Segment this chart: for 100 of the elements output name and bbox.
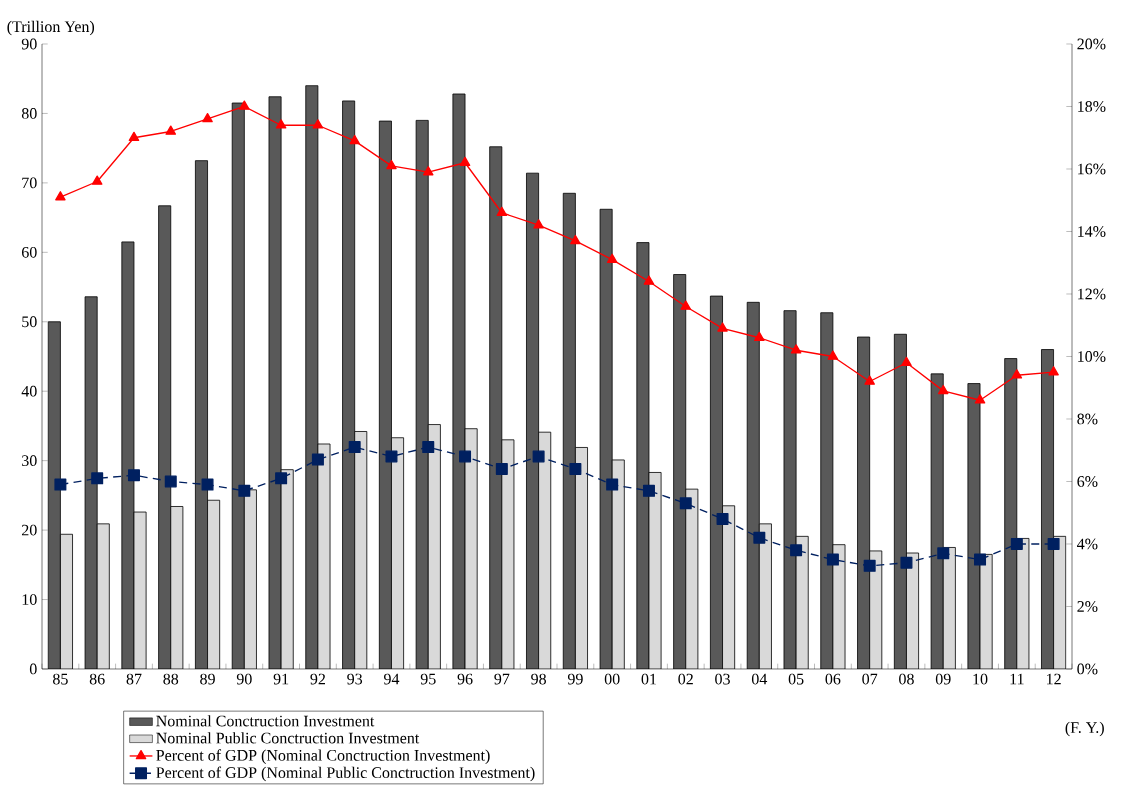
x-tick-label: 96 bbox=[457, 673, 473, 685]
point bbox=[1011, 369, 1023, 379]
point bbox=[900, 556, 913, 569]
point bbox=[642, 484, 655, 497]
point bbox=[606, 478, 619, 491]
x-tick-label: 09 bbox=[935, 673, 951, 685]
x-tick-label: 97 bbox=[494, 673, 510, 685]
y2-tick-label: 0% bbox=[1077, 663, 1098, 675]
x-tick-label: 12 bbox=[1047, 673, 1061, 685]
point bbox=[533, 219, 544, 229]
y2-tick-label: 8% bbox=[1077, 413, 1098, 425]
point bbox=[128, 131, 140, 142]
point bbox=[974, 553, 987, 566]
x-tick-label: 01 bbox=[641, 673, 657, 685]
point bbox=[790, 544, 803, 557]
y-tick-label: 40 bbox=[21, 385, 37, 397]
x-tick-label: 10 bbox=[973, 673, 988, 685]
point bbox=[422, 166, 434, 176]
point bbox=[201, 478, 214, 491]
y2-tick-label: 6% bbox=[1077, 476, 1098, 487]
point bbox=[165, 125, 177, 135]
x-tick-label: 85 bbox=[53, 673, 68, 685]
x-tick-label: 06 bbox=[825, 673, 841, 685]
bar bbox=[207, 499, 221, 669]
point bbox=[827, 350, 839, 360]
x-tick-label: 00 bbox=[604, 673, 620, 685]
point bbox=[348, 441, 361, 454]
point bbox=[717, 322, 728, 332]
x-tick-label: 05 bbox=[788, 673, 804, 685]
legend-label: Nominal Public Conctruction Investment bbox=[156, 732, 420, 744]
point bbox=[239, 100, 250, 110]
point bbox=[311, 453, 324, 466]
point bbox=[164, 475, 177, 488]
x-tick-label: 87 bbox=[126, 673, 142, 685]
y-tick-label: 90 bbox=[21, 38, 37, 50]
y-tick-label: 30 bbox=[22, 455, 37, 467]
point bbox=[91, 472, 104, 485]
y-axis-title: (Trillion Yen) bbox=[7, 20, 95, 36]
x-tick-label: 94 bbox=[384, 673, 400, 685]
y2-tick-label: 2% bbox=[1077, 601, 1098, 612]
y2-tick-label: 18% bbox=[1078, 101, 1106, 112]
y2-tick-label: 12% bbox=[1078, 288, 1106, 300]
x-axis-title: (F. Y.) bbox=[1065, 721, 1104, 737]
x-tick-label: 03 bbox=[715, 673, 730, 685]
x-tick-label: 89 bbox=[200, 673, 215, 685]
x-tick-label: 08 bbox=[899, 673, 914, 685]
point bbox=[459, 450, 472, 463]
point bbox=[385, 450, 398, 463]
y2-tick-label: 14% bbox=[1078, 226, 1106, 237]
point bbox=[937, 547, 950, 560]
point bbox=[790, 344, 802, 354]
x-tick-label: 11 bbox=[1010, 673, 1024, 685]
x-tick-label: 07 bbox=[862, 673, 878, 685]
point bbox=[826, 553, 839, 566]
bar bbox=[96, 523, 110, 669]
x-tick-label: 90 bbox=[236, 673, 252, 685]
point bbox=[55, 191, 66, 201]
y-tick-label: 80 bbox=[21, 108, 37, 119]
point bbox=[91, 175, 103, 185]
point bbox=[863, 559, 876, 572]
point bbox=[312, 119, 324, 129]
point bbox=[386, 159, 397, 170]
legend-label: Nominal Conctruction Investment bbox=[156, 715, 375, 727]
x-tick-label: 95 bbox=[420, 673, 436, 685]
point bbox=[202, 112, 213, 123]
y2-tick-label: 10% bbox=[1078, 351, 1106, 362]
point bbox=[716, 512, 729, 525]
x-tick-label: 92 bbox=[310, 673, 326, 685]
x-tick-label: 02 bbox=[678, 673, 693, 685]
point bbox=[459, 156, 471, 167]
point bbox=[275, 119, 287, 129]
y-tick-label: 50 bbox=[22, 316, 37, 328]
x-tick-label: 93 bbox=[347, 673, 363, 685]
legend-label: Percent of GDP (Nominal Conctruction Investment) bbox=[156, 749, 490, 765]
y-tick-label: 20 bbox=[22, 524, 37, 536]
point bbox=[569, 462, 582, 475]
point bbox=[349, 134, 360, 145]
y2-tick-label: 20% bbox=[1077, 38, 1106, 50]
y2-tick-label: 4% bbox=[1077, 538, 1098, 550]
point bbox=[275, 472, 288, 485]
y-tick-label: 0 bbox=[29, 663, 37, 675]
bar bbox=[170, 506, 184, 669]
x-tick-label: 04 bbox=[751, 673, 768, 685]
point bbox=[238, 484, 251, 497]
point bbox=[422, 441, 435, 454]
x-tick-label: 86 bbox=[89, 673, 105, 685]
x-tick-label: 98 bbox=[531, 673, 546, 685]
point bbox=[1010, 537, 1023, 550]
x-tick-label: 91 bbox=[273, 673, 289, 685]
point bbox=[679, 497, 692, 510]
point bbox=[496, 206, 508, 217]
point bbox=[754, 331, 765, 342]
point bbox=[532, 450, 545, 463]
point bbox=[643, 275, 655, 285]
legend-label: Percent of GDP (Nominal Public Conctruction Investment) bbox=[156, 766, 535, 782]
x-tick-label: 88 bbox=[163, 673, 179, 685]
point bbox=[937, 384, 949, 395]
point bbox=[495, 462, 508, 475]
y-tick-label: 60 bbox=[21, 246, 37, 258]
point bbox=[680, 300, 692, 310]
